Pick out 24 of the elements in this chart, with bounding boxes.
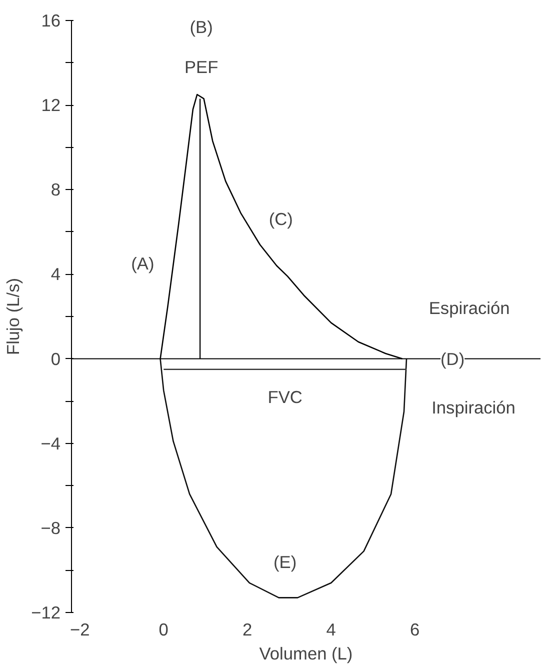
y-axis-title: Flujo (L/s) bbox=[3, 278, 24, 356]
x-tick-label: 6 bbox=[410, 620, 420, 640]
y-tick-label: −12 bbox=[31, 602, 61, 622]
annotation: PEF bbox=[184, 57, 218, 78]
x-tick-label: 2 bbox=[242, 620, 252, 640]
x-tick-label: −2 bbox=[70, 620, 90, 640]
y-tick-label: 0 bbox=[50, 348, 61, 369]
annotation: (B) bbox=[190, 16, 213, 37]
x-tick-label: 4 bbox=[326, 620, 336, 640]
y-tick-label: 16 bbox=[41, 10, 61, 30]
y-tick-label: −4 bbox=[40, 433, 61, 454]
y-tick-label: 4 bbox=[50, 264, 61, 284]
x-tick-label: 0 bbox=[158, 620, 168, 640]
annotation: (E) bbox=[274, 552, 297, 572]
y-tick-label: −8 bbox=[40, 518, 61, 538]
annotation: (D) bbox=[440, 348, 465, 369]
y-tick-label: 8 bbox=[50, 180, 61, 200]
annotation: (C) bbox=[268, 209, 293, 230]
y-tick-label: 12 bbox=[41, 95, 61, 116]
annotation: Espiración bbox=[428, 298, 510, 318]
x-axis-title: Volumen (L) bbox=[259, 644, 353, 664]
annotation: (A) bbox=[131, 254, 154, 274]
annotation: Inspiración bbox=[432, 397, 516, 418]
annotation: FVC bbox=[268, 386, 302, 407]
